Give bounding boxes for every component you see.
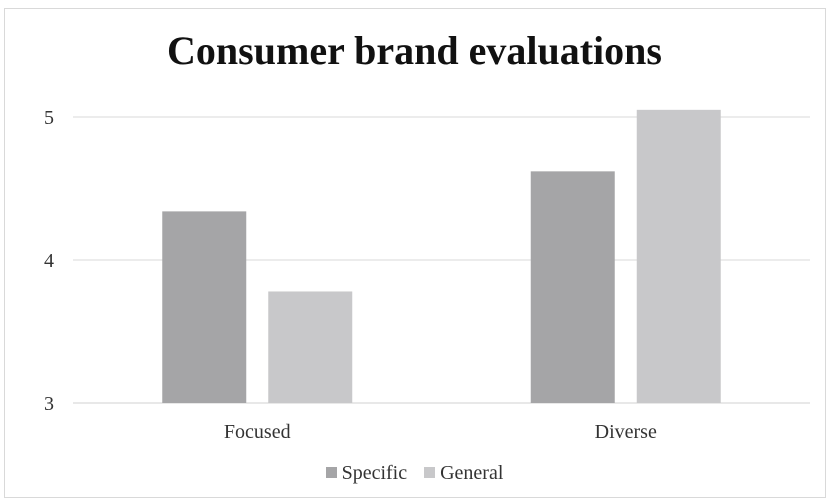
x-category-label: Diverse [595,421,657,443]
legend-label-general: General [440,462,504,484]
y-tick-label: 3 [44,393,54,415]
bar-focused-specific [162,211,247,403]
y-tick-label: 5 [44,107,54,129]
legend-label-specific: Specific [341,462,408,484]
legend-item-general: General [424,462,503,485]
bar-diverse-specific [530,171,615,403]
x-category-label: Focused [224,421,291,443]
bar-focused-general [268,291,353,403]
legend-item-specific: Specific [325,462,408,485]
y-tick-label: 4 [44,250,54,272]
chart-title: Consumer brand evaluations [167,28,662,73]
legend-swatch-general [424,467,436,478]
bar-diverse-general [636,109,721,403]
chart-legend: Specific General [0,462,829,485]
legend-swatch-specific [325,467,337,478]
